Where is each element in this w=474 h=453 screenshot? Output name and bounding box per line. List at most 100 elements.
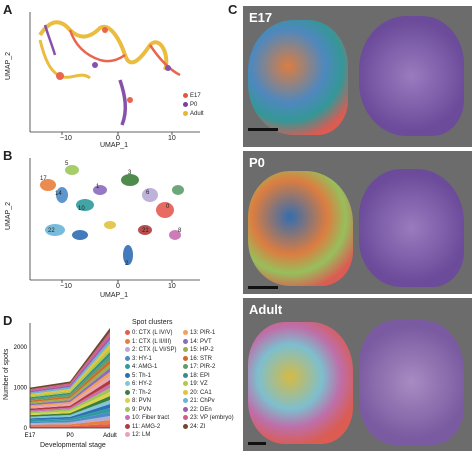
panel-label-c: C (228, 2, 238, 17)
legend-swatch (183, 423, 188, 429)
svg-text:6: 6 (146, 190, 150, 196)
svg-text:21: 21 (142, 228, 149, 234)
area-legend-item: 2: CTX (L VI/SP) (125, 347, 176, 353)
umap-b-xtick-2: 10 (168, 283, 176, 290)
legend-label: 14: PVT (190, 338, 212, 345)
svg-text:1: 1 (96, 184, 100, 190)
legend-label: 19: VZ (190, 381, 208, 388)
spots-area-chart: 0 1000 2000 E17 P0 Adult (14, 323, 117, 439)
area-legend-item: 24: ZI (183, 423, 205, 430)
area-legend-item: 15: HP-2 (183, 347, 214, 353)
legend-swatch (125, 355, 130, 361)
tissue-panel-p0: P0 (243, 151, 472, 294)
panel-label-a: A (3, 2, 13, 17)
area-legend-item: 4: AMG-1 (125, 364, 157, 370)
tissue-panel-e17: E17 (243, 6, 472, 147)
legend-swatch (183, 372, 188, 378)
svg-text:17: 17 (40, 176, 47, 182)
svg-text:0: 0 (166, 204, 170, 210)
legend-swatch (125, 432, 130, 437)
panel-label-b: B (3, 148, 13, 163)
legend-swatch (183, 389, 188, 395)
umap-b-xtick-0: −10 (60, 283, 72, 290)
area-legend-item: 5: Th-1 (125, 372, 151, 379)
svg-text:10: 10 (78, 206, 85, 212)
area-xtick-label: P0 (66, 433, 74, 439)
area-legend-item: 3: HY-1 (125, 355, 152, 362)
legend-label: 21: ChPv (190, 398, 215, 405)
area-legend: 0: CTX (L IV/V) 1: CTX (L II/III) 2: CTX (… (125, 330, 240, 445)
legend-label: 18: EPI (190, 372, 210, 379)
stage-label-p0: P0 (249, 155, 265, 170)
legend-label: 10: Fiber tract (132, 415, 170, 422)
legend-swatch (125, 406, 130, 412)
svg-text:14: 14 (55, 191, 62, 197)
adult-spot-map (248, 322, 353, 444)
umap-b-xtick-1: 0 (116, 283, 120, 290)
area-band (30, 411, 110, 424)
area-legend-title: Spot clusters (132, 319, 173, 326)
area-legend-item: 9: PVN (125, 406, 151, 413)
legend-label: 1: CTX (L II/III) (132, 338, 172, 345)
legend-label: 5: Th-1 (132, 372, 151, 379)
area-xlabel: Developmental stage (40, 442, 106, 449)
area-legend-item: 7: Th-2 (125, 389, 151, 396)
svg-text:22: 22 (48, 228, 55, 234)
area-band (30, 403, 110, 420)
area-legend-item: 12: LM (125, 432, 150, 438)
legend-swatch (183, 406, 188, 412)
legend-swatch (183, 355, 188, 361)
area-band (30, 415, 110, 425)
umap-a-xlabel: UMAP_1 (100, 142, 129, 149)
area-legend-item: 13: PIR-1 (183, 330, 215, 336)
legend-label: 8: PVN (132, 398, 152, 405)
umap-a-xtick-0: −10 (60, 135, 72, 142)
legend-label: 4: AMG-1 (132, 364, 158, 371)
umap-b-xlabel: UMAP_1 (100, 292, 129, 299)
legend-swatch (183, 330, 188, 335)
area-band (30, 419, 110, 427)
area-band (30, 399, 110, 419)
legend-swatch (125, 415, 130, 420)
area-legend-item: 20: CA1 (183, 389, 212, 396)
umap-cluster-plot: 17 5 14 10 1 22 3 6 0 21 2 8 (29, 158, 200, 283)
legend-item-p0: P0 (183, 102, 197, 108)
umap-a-ylabel: UMAP_2 (5, 51, 12, 80)
area-ylabel: Number of spots (3, 348, 10, 400)
umap-b-clusters (40, 165, 184, 265)
area-legend-item: 18: EPI (183, 372, 210, 379)
area-xtick-label: Adult (103, 433, 117, 439)
legend-swatch (183, 381, 188, 386)
area-legend-item: 16: STR (183, 355, 213, 362)
umap-a-xtick-1: 0 (116, 135, 120, 142)
legend-label: 16: STR (190, 355, 213, 362)
legend-label: 13: PIR-1 (190, 330, 216, 337)
panel-label-d: D (3, 313, 13, 328)
legend-swatch (183, 364, 188, 369)
umap-b-cluster-label-marks: 17 5 14 10 1 22 3 6 0 21 2 8 (40, 161, 182, 267)
svg-text:2: 2 (125, 261, 129, 267)
legend-swatch (125, 330, 130, 335)
e17-spot-map (248, 20, 348, 135)
area-ytick-label: 0 (24, 426, 28, 432)
area-ytick-label: 2000 (14, 345, 28, 351)
umap-a-points (38, 20, 181, 126)
umap-a-xtick-2: 10 (168, 135, 176, 142)
umap-stage-plot (29, 12, 200, 135)
area-legend-item: 17: PIR-2 (183, 364, 215, 370)
legend-label: 17: PIR-2 (190, 364, 216, 371)
legend-item-e17: E17 (183, 93, 201, 99)
svg-text:5: 5 (65, 161, 69, 167)
legend-swatch (183, 415, 188, 420)
umap-b-ylabel: UMAP_2 (5, 201, 12, 230)
area-legend-item: 0: CTX (L IV/V) (125, 330, 172, 336)
area-legend-item: 22: DEn (183, 406, 212, 413)
legend-swatch (125, 389, 130, 395)
scale-bar (248, 442, 266, 445)
legend-label: 15: HP-2 (190, 347, 214, 354)
area-legend-item: 19: VZ (183, 381, 208, 387)
area-legend-item: 23: VP (embryo) (183, 415, 234, 421)
adult-he-image (359, 320, 464, 445)
legend-label: 7: Th-2 (132, 389, 151, 396)
legend-swatch (125, 381, 130, 386)
